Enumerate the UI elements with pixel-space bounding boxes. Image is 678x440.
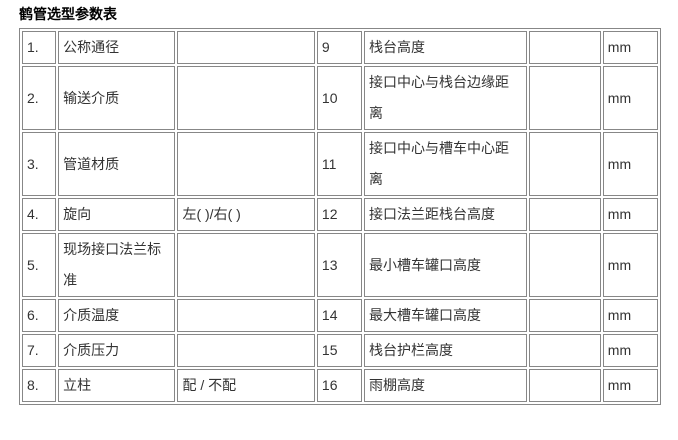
row-number-right: 15 [316,334,363,367]
param-value-right [528,369,601,402]
row-number-left: 7. [22,334,57,367]
param-value-right [528,132,601,196]
table-row: 7. 介质压力 15 栈台护栏高度 mm [22,334,658,367]
param-label-right: 栈台高度 [364,31,527,64]
param-label-left: 介质压力 [58,334,176,367]
param-label-right: 雨棚高度 [364,369,527,402]
unit-cell: mm [602,66,658,130]
row-number-left: 1. [22,31,57,64]
param-label-left: 输送介质 [58,66,176,130]
param-label-left: 现场接口法兰标准 [58,233,176,297]
row-number-left: 3. [22,132,57,196]
unit-cell: mm [602,334,658,367]
row-number-left: 6. [22,299,57,332]
table-row: 4. 旋向 左( )/右( ) 12 接口法兰距栈台高度 mm [22,198,658,231]
table-row: 8. 立柱 配 / 不配 16 雨棚高度 mm [22,369,658,402]
param-label-left: 旋向 [58,198,176,231]
unit-cell: mm [602,132,658,196]
row-number-right: 13 [316,233,363,297]
param-label-right: 最小槽车罐口高度 [364,233,527,297]
unit-cell: mm [602,233,658,297]
unit-cell: mm [602,369,658,402]
param-value-left [177,334,315,367]
row-number-right: 10 [316,66,363,130]
row-number-left: 8. [22,369,57,402]
param-value-left: 左( )/右( ) [177,198,315,231]
param-value-left [177,233,315,297]
param-value-left [177,299,315,332]
table-row: 2. 输送介质 10 接口中心与栈台边缘距离 mm [22,66,658,130]
unit-cell: mm [602,31,658,64]
parameter-table: 1. 公称通径 9 栈台高度 mm 2. 输送介质 10 接口中心与栈台边缘距离… [19,28,661,405]
param-label-left: 立柱 [58,369,176,402]
row-number-left: 4. [22,198,57,231]
param-label-right: 接口中心与槽车中心距离 [364,132,527,196]
param-label-right: 最大槽车罐口高度 [364,299,527,332]
param-value-right [528,299,601,332]
row-number-right: 16 [316,369,363,402]
param-value-right [528,233,601,297]
unit-cell: mm [602,198,658,231]
table-row: 1. 公称通径 9 栈台高度 mm [22,31,658,64]
param-value-left: 配 / 不配 [177,369,315,402]
param-value-left [177,31,315,64]
param-value-right [528,66,601,130]
table-row: 3. 管道材质 11 接口中心与槽车中心距离 mm [22,132,658,196]
row-number-right: 14 [316,299,363,332]
table-row: 6. 介质温度 14 最大槽车罐口高度 mm [22,299,658,332]
param-label-right: 接口中心与栈台边缘距离 [364,66,527,130]
param-label-left: 公称通径 [58,31,176,64]
page-title: 鹤管选型参数表 [19,6,117,22]
param-value-left [177,66,315,130]
param-value-right [528,334,601,367]
param-label-right: 栈台护栏高度 [364,334,527,367]
param-label-left: 管道材质 [58,132,176,196]
param-value-right [528,198,601,231]
param-value-right [528,31,601,64]
row-number-right: 11 [316,132,363,196]
row-number-right: 9 [316,31,363,64]
param-label-right: 接口法兰距栈台高度 [364,198,527,231]
param-label-left: 介质温度 [58,299,176,332]
row-number-right: 12 [316,198,363,231]
row-number-left: 2. [22,66,57,130]
unit-cell: mm [602,299,658,332]
table-row: 5. 现场接口法兰标准 13 最小槽车罐口高度 mm [22,233,658,297]
param-value-left [177,132,315,196]
row-number-left: 5. [22,233,57,297]
